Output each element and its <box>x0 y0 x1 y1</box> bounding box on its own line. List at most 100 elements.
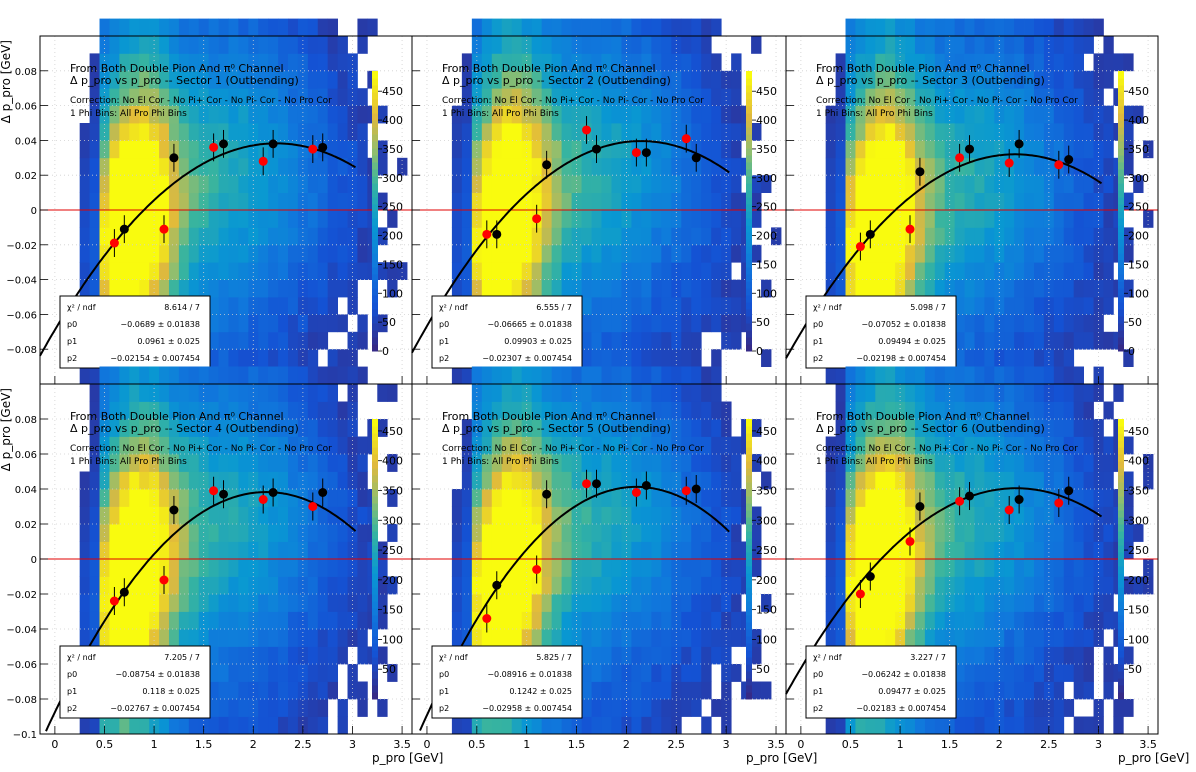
heatmap-cell <box>611 366 622 385</box>
heatmap-cell <box>974 664 985 682</box>
heatmap-cell <box>681 262 692 280</box>
heatmap-cell <box>641 506 652 525</box>
heatmap-cell <box>178 192 190 211</box>
heatmap-cell <box>337 471 348 490</box>
heatmap-cell <box>1024 210 1035 228</box>
heatmap-cell <box>1053 454 1065 472</box>
heatmap-cell <box>258 611 269 630</box>
heatmap-cell <box>895 88 906 106</box>
heatmap-cell <box>551 419 562 437</box>
heatmap-cell <box>139 454 150 472</box>
heatmap-cell <box>641 314 652 333</box>
heatmap-cell <box>865 401 876 420</box>
heatmap-cell <box>651 192 662 211</box>
heatmap-cell <box>671 105 682 124</box>
heatmap-cell <box>974 70 985 89</box>
heatmap-cell <box>218 541 229 560</box>
heatmap-cell <box>248 646 259 665</box>
heatmap-cell <box>228 244 239 263</box>
heatmap-cell <box>471 192 483 211</box>
heatmap-cell <box>228 262 239 280</box>
title-line: 1 Phi Bins: All Pro Phi Bins <box>442 109 559 119</box>
heatmap-cell <box>1014 699 1025 717</box>
heatmap-cell <box>621 629 632 647</box>
heatmap-cell <box>681 681 692 700</box>
heatmap-cell <box>835 454 846 472</box>
heatmap-cell <box>1024 401 1035 420</box>
heatmap-cell <box>1024 297 1035 315</box>
heatmap-cell <box>109 192 120 211</box>
heatmap-cell <box>159 157 170 176</box>
heatmap-cell <box>1123 541 1134 560</box>
heatmap-cell <box>561 88 572 106</box>
heatmap-cell <box>541 576 553 595</box>
heatmap-cell <box>1024 716 1035 735</box>
heatmap-cell <box>347 681 358 700</box>
heatmap-cell <box>671 489 682 507</box>
heatmap-cell <box>1103 646 1114 665</box>
heatmap-cell <box>208 279 219 298</box>
stats-value: −0.08916 ± 0.01838 <box>487 670 572 679</box>
heatmap-cell <box>511 192 523 211</box>
heatmap-cell <box>511 489 523 507</box>
heatmap-cell <box>731 279 742 298</box>
heatmap-cell <box>661 524 672 542</box>
heatmap-cell <box>1043 70 1055 89</box>
heatmap-cell <box>357 524 368 542</box>
heatmap-cell <box>511 541 523 560</box>
heatmap-cell <box>1073 454 1084 472</box>
heatmap-cell <box>149 140 160 159</box>
heatmap-cell <box>109 454 120 472</box>
heatmap-cell <box>1004 349 1015 367</box>
heatmap-cell <box>188 629 200 647</box>
heatmap-cell <box>671 88 682 106</box>
heatmap-cell <box>347 192 358 211</box>
heatmap-cell <box>89 53 100 72</box>
heatmap-cell <box>621 559 632 577</box>
heatmap-cell <box>984 436 995 455</box>
heatmap-cell <box>511 123 523 141</box>
heatmap-cell <box>671 18 682 37</box>
heatmap-cell <box>1034 541 1045 560</box>
y-tick-label: −0.02 <box>6 241 37 252</box>
color-bar-tick-label: 350 <box>756 484 777 497</box>
heatmap-cell <box>875 401 886 420</box>
heatmap-cell <box>1093 436 1104 455</box>
heatmap-cell <box>218 366 229 385</box>
heatmap-cell <box>1024 419 1035 437</box>
heatmap-cell <box>129 384 140 402</box>
red-data-point <box>258 156 268 166</box>
heatmap-cell <box>159 524 170 542</box>
heatmap-cell <box>974 419 985 437</box>
heatmap-cell <box>651 611 662 630</box>
heatmap-cell <box>268 297 279 315</box>
color-bar-segment <box>372 601 378 609</box>
heatmap-cell <box>571 401 582 420</box>
heatmap-cell <box>885 175 896 193</box>
heatmap-cell <box>491 192 503 211</box>
heatmap-cell <box>1073 105 1084 124</box>
heatmap-cell <box>178 175 190 193</box>
heatmap-cell <box>1063 506 1075 525</box>
heatmap-cell <box>905 716 916 735</box>
heatmap-cell <box>855 36 866 54</box>
heatmap-cell <box>307 366 319 385</box>
heatmap-cell <box>984 18 995 37</box>
color-bar-segment <box>372 566 378 574</box>
heatmap-cell <box>198 419 210 437</box>
color-bar-segment <box>1118 692 1124 700</box>
heatmap-cell <box>681 53 692 72</box>
stats-box-frame <box>805 645 957 719</box>
heatmap-cell <box>731 88 742 106</box>
heatmap-cell <box>671 629 682 647</box>
heatmap-cell <box>895 506 906 525</box>
heatmap-cell <box>188 244 200 263</box>
heatmap-cell <box>591 646 602 665</box>
heatmap-cell <box>984 297 995 315</box>
heatmap-cell <box>159 88 170 106</box>
heatmap-cell <box>1034 699 1045 717</box>
heatmap-cell <box>159 454 170 472</box>
color-bar-tick-label: 250 <box>1128 201 1149 214</box>
heatmap-cell <box>337 366 348 385</box>
heatmap-cell <box>297 419 309 437</box>
